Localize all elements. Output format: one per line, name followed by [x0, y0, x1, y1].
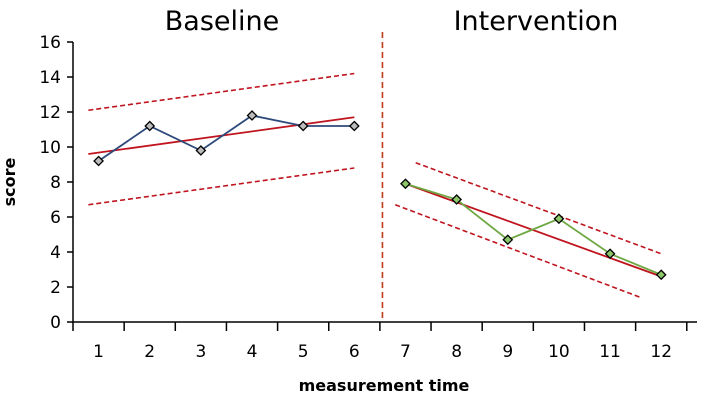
x-tick-label: 8 [451, 342, 462, 362]
x-tick-label: 2 [144, 342, 155, 362]
y-tick-label: 14 [39, 68, 61, 88]
baseline-data-point [246, 110, 258, 121]
x-tick-label: 7 [400, 342, 411, 362]
baseline-series-line [98, 114, 355, 162]
intervention-data-point [604, 248, 616, 260]
y-tick-label: 16 [39, 33, 61, 53]
band-lines [88, 72, 662, 299]
x-tick-label: 4 [247, 342, 258, 362]
x-tick-label: 6 [349, 342, 360, 362]
baseline-data-point [297, 120, 309, 132]
intervention-phase-title: Intervention [454, 6, 619, 37]
x-tick-label: 9 [502, 342, 513, 362]
baseline-data-point [195, 145, 207, 156]
intervention-data-point [502, 234, 514, 246]
y-tick-label: 12 [39, 103, 61, 123]
baseline-data-point [93, 155, 104, 167]
y-tick-label: 10 [39, 138, 61, 158]
x-tick-label: 5 [298, 342, 309, 362]
intervention-lower-band-line [394, 204, 642, 299]
data-series [93, 110, 667, 281]
y-axis-title: score [0, 157, 19, 206]
trend-lines [88, 116, 662, 278]
intervention-upper-band-line [415, 161, 662, 255]
y-tick-label: 4 [50, 243, 61, 263]
y-tick-label: 0 [50, 313, 61, 333]
baseline-phase-title: Baseline [165, 6, 279, 37]
x-tick-label: 11 [599, 342, 621, 362]
intervention-data-point [655, 269, 667, 281]
intervention-data-point [553, 213, 565, 225]
x-tick-label: 1 [93, 342, 104, 362]
baseline-upper-band-line [88, 72, 355, 112]
baseline-data-point [144, 120, 156, 132]
x-tick-label: 3 [195, 342, 206, 362]
baseline-lower-band-line [88, 167, 355, 206]
y-tick-label: 2 [50, 278, 61, 298]
intervention-series-line [405, 182, 662, 276]
y-tick-label: 6 [50, 208, 61, 228]
baseline-data-point [348, 120, 360, 132]
x-axis-title: measurement time [299, 376, 470, 395]
y-tick-label: 8 [50, 173, 61, 193]
intervention-data-point [400, 178, 411, 190]
x-tick-label: 10 [548, 342, 570, 362]
x-tick-label: 12 [650, 342, 672, 362]
intervention-data-point [451, 194, 463, 205]
